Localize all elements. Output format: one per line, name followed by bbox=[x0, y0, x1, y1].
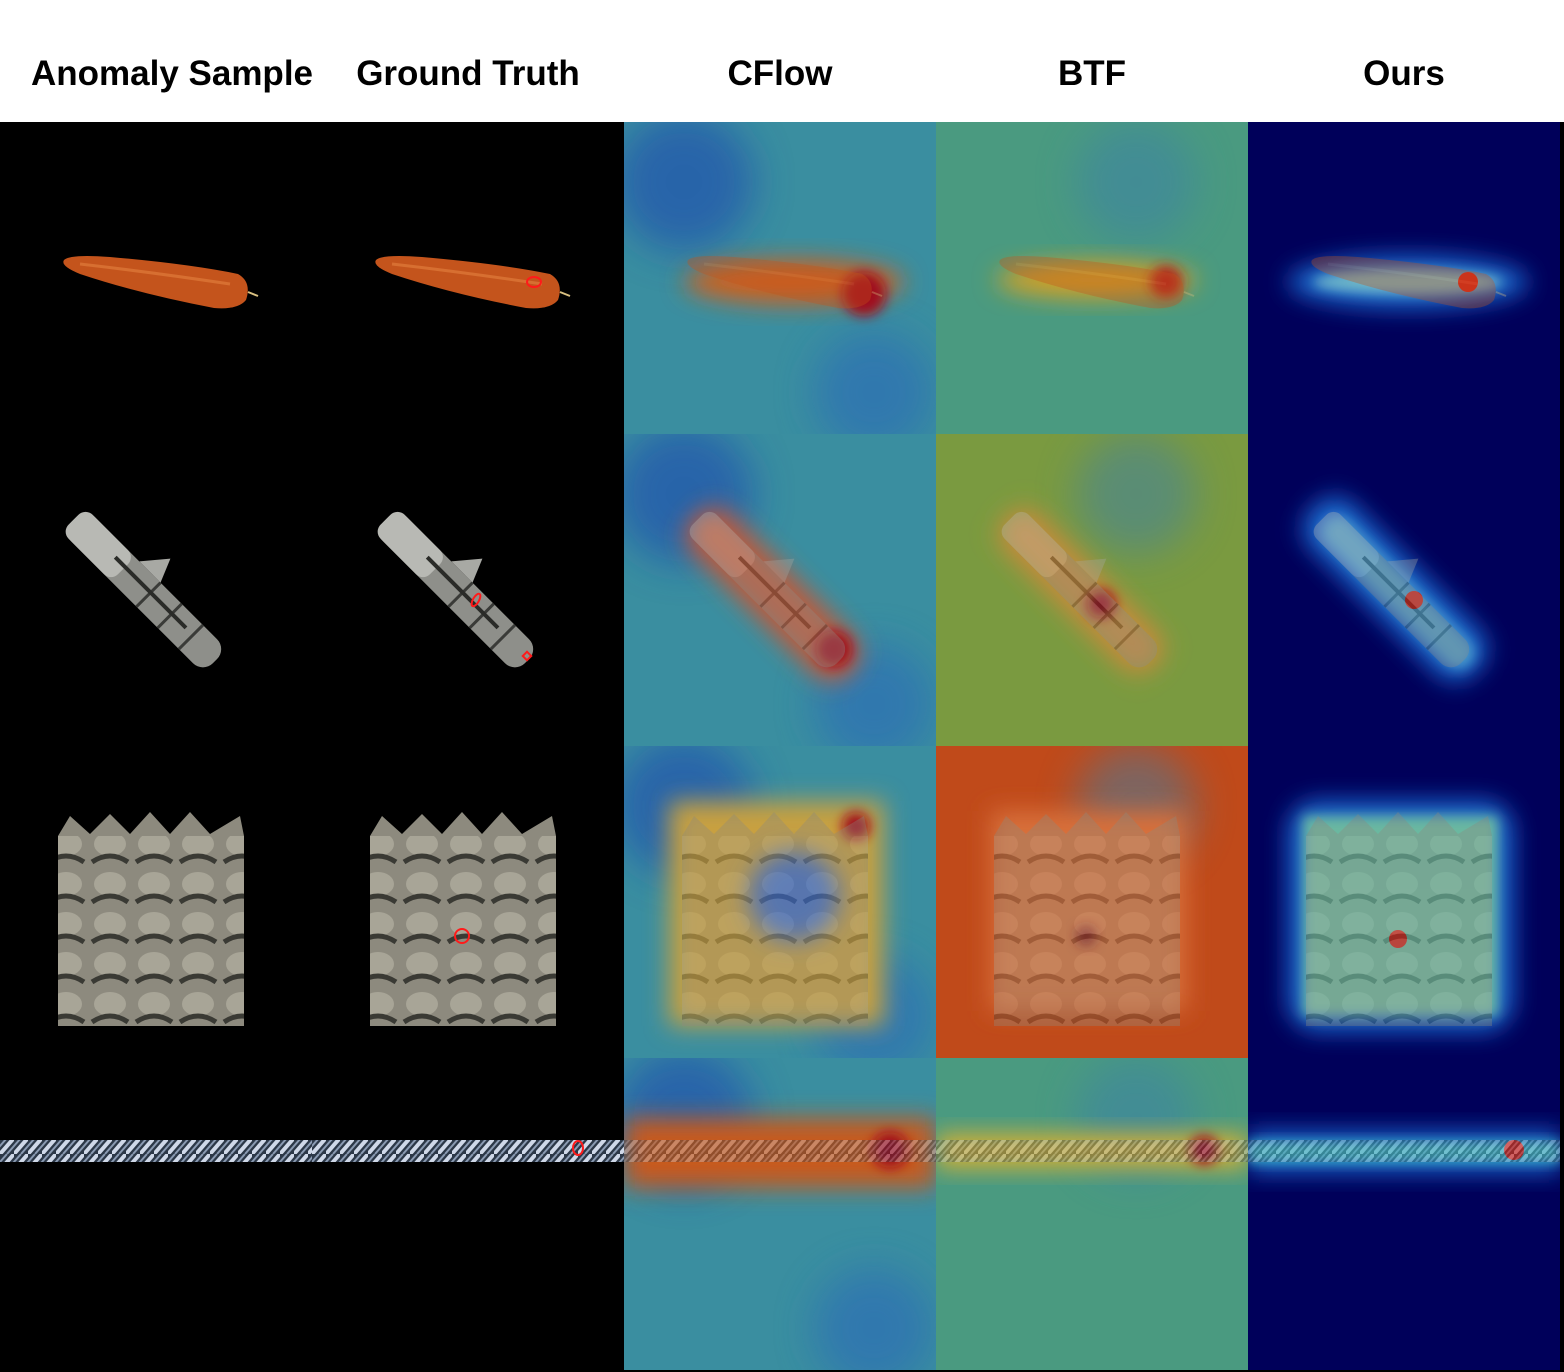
comparison-grid bbox=[0, 122, 1564, 1372]
image-rope-gt bbox=[312, 1058, 624, 1370]
cell-foam-cflow bbox=[624, 746, 936, 1058]
column-title-anomaly-sample: Anomaly Sample bbox=[30, 54, 314, 93]
column-title-cflow: CFlow bbox=[727, 54, 833, 93]
cell-foam-btf bbox=[936, 746, 1248, 1058]
cell-dowel-cflow bbox=[624, 434, 936, 746]
cell-dowel-gt bbox=[312, 434, 624, 746]
cell-dowel-btf bbox=[936, 434, 1248, 746]
cell-rope-sample bbox=[0, 1058, 312, 1370]
cell-dowel-ours bbox=[1248, 434, 1560, 746]
image-dowel-btf bbox=[936, 434, 1248, 746]
image-foam-sample bbox=[0, 746, 312, 1058]
cell-carrot-btf bbox=[936, 122, 1248, 434]
cell-rope-gt bbox=[312, 1058, 624, 1370]
cell-foam-ours bbox=[1248, 746, 1560, 1058]
cell-carrot-sample bbox=[0, 122, 312, 434]
image-carrot-ours bbox=[1248, 122, 1560, 434]
cell-rope-btf bbox=[936, 1058, 1248, 1370]
image-rope-cflow bbox=[624, 1058, 936, 1370]
cell-rope-cflow bbox=[624, 1058, 936, 1370]
image-carrot-gt bbox=[312, 122, 624, 434]
image-foam-btf bbox=[936, 746, 1248, 1058]
cell-carrot-cflow bbox=[624, 122, 936, 434]
image-dowel-gt bbox=[312, 434, 624, 746]
column-title-ground-truth: Ground Truth bbox=[356, 54, 580, 93]
image-carrot-cflow bbox=[624, 122, 936, 434]
column-header-bar: Anomaly Sample Ground Truth CFlow BTF Ou… bbox=[0, 0, 1564, 122]
cell-carrot-gt bbox=[312, 122, 624, 434]
image-rope-ours bbox=[1248, 1058, 1560, 1370]
image-foam-cflow bbox=[624, 746, 936, 1058]
image-dowel-sample bbox=[0, 434, 312, 746]
cell-foam-gt bbox=[312, 746, 624, 1058]
image-rope-sample bbox=[0, 1058, 312, 1370]
image-dowel-cflow bbox=[624, 434, 936, 746]
column-title-ours: Ours bbox=[1363, 54, 1445, 93]
cell-carrot-ours bbox=[1248, 122, 1560, 434]
image-carrot-sample bbox=[0, 122, 312, 434]
image-foam-ours bbox=[1248, 746, 1560, 1058]
column-title-btf: BTF bbox=[1057, 54, 1127, 93]
cell-foam-sample bbox=[0, 746, 312, 1058]
cell-dowel-sample bbox=[0, 434, 312, 746]
cell-rope-ours bbox=[1248, 1058, 1560, 1370]
image-carrot-btf bbox=[936, 122, 1248, 434]
image-dowel-ours bbox=[1248, 434, 1560, 746]
image-foam-gt bbox=[312, 746, 624, 1058]
image-rope-btf bbox=[936, 1058, 1248, 1370]
